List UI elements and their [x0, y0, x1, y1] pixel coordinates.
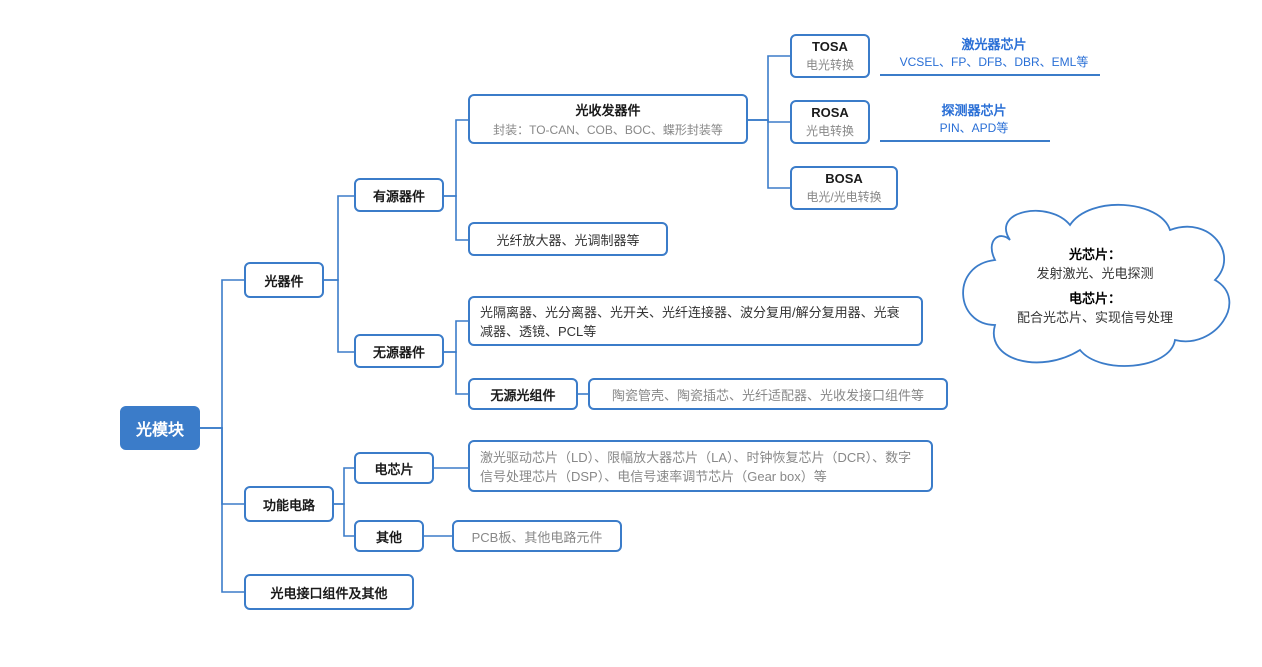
node-other-detail: PCB板、其他电路元件 — [452, 520, 622, 552]
node-tosa: TOSA 电光转换 — [790, 34, 870, 78]
node-func-circuit: 功能电路 — [244, 486, 334, 522]
cloud-text: 光芯片： 发射激光、光电探测 电芯片： 配合光芯片、实现信号处理 — [960, 240, 1230, 332]
hr-detector — [880, 140, 1050, 142]
node-transceiver: 光收发器件 封装：TO-CAN、COB、BOC、蝶形封装等 — [468, 94, 748, 144]
node-passive-assy-detail: 陶瓷管壳、陶瓷插芯、光纤适配器、光收发接口组件等 — [588, 378, 948, 410]
node-echip: 电芯片 — [354, 452, 434, 484]
node-passive: 无源器件 — [354, 334, 444, 368]
node-root-label: 光模块 — [136, 416, 184, 440]
node-passive-list: 光隔离器、光分离器、光开关、光纤连接器、波分复用/解分复用器、光衰减器、透镜、P… — [468, 296, 923, 346]
node-amp-mod: 光纤放大器、光调制器等 — [468, 222, 668, 256]
hr-laser — [880, 74, 1100, 76]
node-bosa: BOSA 电光/光电转换 — [790, 166, 898, 210]
node-active: 有源器件 — [354, 178, 444, 212]
node-rosa: ROSA 光电转换 — [790, 100, 870, 144]
node-optical-device: 光器件 — [244, 262, 324, 298]
node-other: 其他 — [354, 520, 424, 552]
node-oe-interface: 光电接口组件及其他 — [244, 574, 414, 610]
node-passive-assy: 无源光组件 — [468, 378, 578, 410]
node-root: 光模块 — [120, 406, 200, 450]
label-laser-chip: 激光器芯片 VCSEL、FP、DFB、DBR、EML等 — [884, 34, 1104, 70]
label-detector-chip: 探测器芯片 PIN、APD等 — [884, 100, 1064, 136]
node-echip-detail: 激光驱动芯片（LD）、限幅放大器芯片（LA）、时钟恢复芯片（DCR）、数字信号处… — [468, 440, 933, 492]
